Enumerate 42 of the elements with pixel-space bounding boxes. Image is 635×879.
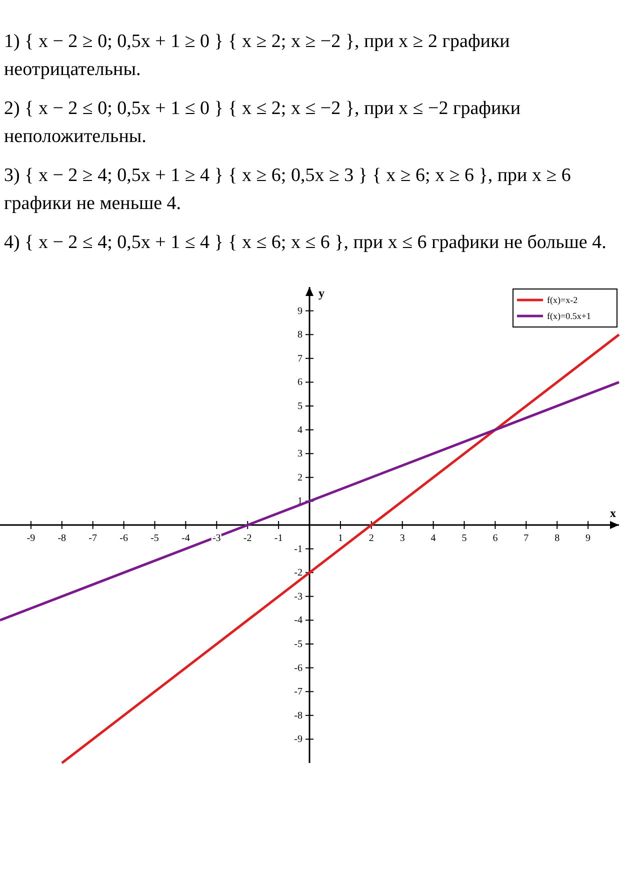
- x-tick-label: -4: [182, 532, 190, 544]
- y-tick-label: 8: [298, 329, 302, 340]
- legend-label: f(x)=0.5x+1: [547, 310, 591, 321]
- y-tick-label: -9: [294, 734, 302, 746]
- y-tick-label: 9: [298, 306, 302, 317]
- y-tick-label: -5: [294, 638, 302, 650]
- x-tick-label: 9: [586, 532, 591, 544]
- x-tick-label: -6: [120, 532, 128, 544]
- y-tick-label: -3: [294, 591, 302, 602]
- x-tick-label: 1: [338, 532, 343, 544]
- text: 4) { x − 2 ≤ 4; 0,5x + 1 ≤ 4 } { x ≤ 6; x ≤ 6 }, при x ≤ 6 графики не больше 4.: [4, 231, 608, 256]
- y-tick-label: -1: [294, 544, 302, 555]
- x-tick-label: 4: [430, 532, 436, 544]
- y-tick-label: 7: [298, 353, 302, 364]
- x-tick-label: -7: [88, 532, 98, 544]
- y-tick-label: 5: [298, 400, 302, 412]
- y-tick-label: 6: [298, 377, 302, 388]
- x-tick-label: -1: [274, 532, 283, 544]
- x-tick-label: 7: [524, 532, 529, 544]
- x-tick-label: 3: [400, 532, 405, 544]
- x-tick-label: 6: [492, 532, 498, 544]
- legend-label: f(x)=x-2: [547, 294, 578, 305]
- x-tick-label: -5: [150, 532, 159, 544]
- y-tick-label: -2: [294, 567, 302, 578]
- y-tick-label: -4: [294, 615, 302, 626]
- y-tick-label: -7: [294, 686, 302, 698]
- x-tick-label: 8: [554, 532, 560, 544]
- text: 1) { x − 2 ≥ 0; 0,5x + 1 ≥ 0 } { x ≥ 2; x ≥ −2 }, при x ≥ 2 графики неотрицательны.: [4, 30, 511, 82]
- y-tick-label: 4: [298, 424, 302, 436]
- text: 3) { x − 2 ≥ 4; 0,5x + 1 ≥ 4 } { x ≥ 6; 0,5x ≥ 3 } { x ≥ 6; x ≥ 6 }, при x ≥ 6 графики не меньше 4.: [4, 164, 572, 216]
- y-tick-label: -8: [294, 710, 302, 722]
- x-tick-label: -9: [26, 532, 36, 544]
- y-tick-label: 3: [298, 448, 302, 460]
- y-axis-title: y: [318, 286, 324, 300]
- x-tick-label: 5: [462, 532, 467, 544]
- x-tick-label: -8: [58, 532, 66, 544]
- text: 2) { x − 2 ≤ 0; 0,5x + 1 ≤ 0 } { x ≤ 2; x ≤ −2 }, при x ≤ −2 графики неположительны.: [4, 97, 522, 149]
- x-tick-label: -2: [243, 532, 252, 544]
- x-tick-label: 2: [368, 532, 374, 544]
- y-tick-label: -6: [294, 662, 302, 674]
- x-axis-title: x: [610, 506, 616, 520]
- y-tick-label: 2: [298, 472, 302, 484]
